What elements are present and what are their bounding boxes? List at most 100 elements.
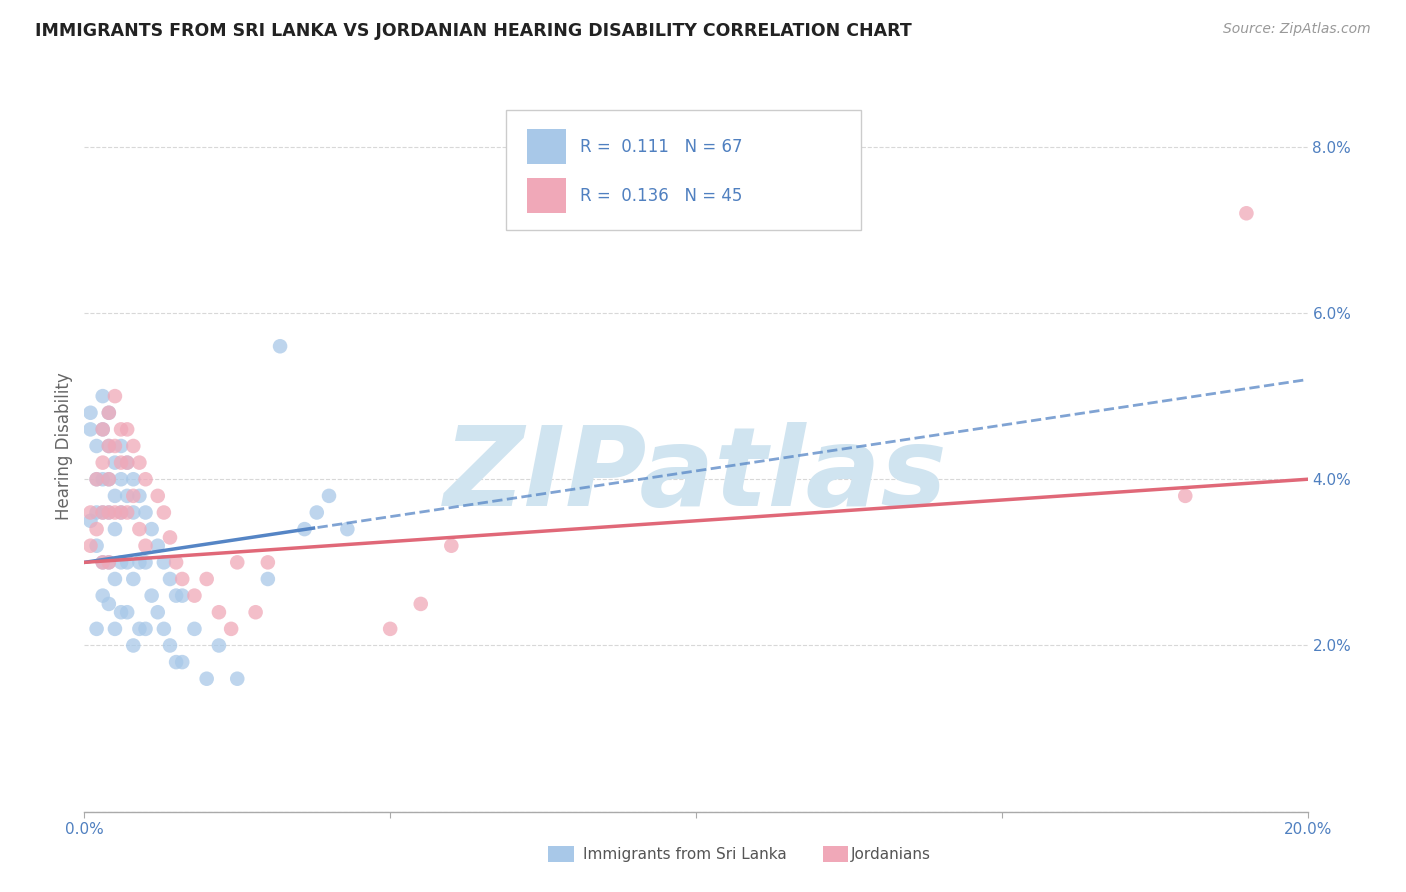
- Point: [183, 589, 205, 603]
- Point: [115, 489, 138, 503]
- Point: [115, 555, 138, 569]
- Point: [86, 622, 108, 636]
- Point: [226, 672, 249, 686]
- Point: [97, 506, 120, 520]
- Point: [110, 555, 132, 569]
- Point: [1236, 206, 1258, 220]
- Point: [86, 506, 108, 520]
- Point: [440, 539, 463, 553]
- Point: [128, 522, 150, 536]
- Point: [91, 555, 114, 569]
- Point: [257, 572, 280, 586]
- Point: [269, 339, 291, 353]
- Point: [122, 506, 145, 520]
- Point: [97, 555, 120, 569]
- Point: [141, 589, 163, 603]
- Point: [183, 622, 205, 636]
- Point: [122, 439, 145, 453]
- Point: [104, 439, 127, 453]
- Point: [208, 605, 231, 619]
- Point: [110, 605, 132, 619]
- Point: [172, 655, 194, 669]
- Point: [86, 439, 108, 453]
- Point: [115, 506, 138, 520]
- Point: [153, 506, 176, 520]
- Point: [146, 489, 169, 503]
- Point: [159, 572, 181, 586]
- Point: [104, 522, 127, 536]
- Point: [165, 589, 187, 603]
- Point: [1174, 489, 1197, 503]
- Point: [115, 456, 138, 470]
- Point: [135, 622, 157, 636]
- Point: [110, 422, 132, 436]
- Point: [115, 422, 138, 436]
- Point: [153, 555, 176, 569]
- Point: [104, 456, 127, 470]
- Point: [115, 605, 138, 619]
- Point: [91, 389, 114, 403]
- Point: [86, 539, 108, 553]
- Point: [128, 489, 150, 503]
- Point: [91, 422, 114, 436]
- Point: [97, 472, 120, 486]
- Point: [97, 406, 120, 420]
- Point: [165, 655, 187, 669]
- Point: [195, 672, 218, 686]
- Point: [128, 555, 150, 569]
- Point: [380, 622, 402, 636]
- Point: [122, 639, 145, 653]
- Point: [141, 522, 163, 536]
- Point: [165, 555, 187, 569]
- Point: [110, 506, 132, 520]
- FancyBboxPatch shape: [527, 129, 567, 164]
- Text: Jordanians: Jordanians: [851, 847, 931, 862]
- Point: [79, 539, 101, 553]
- Point: [97, 472, 120, 486]
- Text: IMMIGRANTS FROM SRI LANKA VS JORDANIAN HEARING DISABILITY CORRELATION CHART: IMMIGRANTS FROM SRI LANKA VS JORDANIAN H…: [35, 22, 912, 40]
- Point: [257, 555, 280, 569]
- Point: [86, 522, 108, 536]
- FancyBboxPatch shape: [506, 110, 860, 230]
- Point: [172, 589, 194, 603]
- Point: [305, 506, 328, 520]
- Point: [159, 530, 181, 544]
- Point: [91, 472, 114, 486]
- Point: [79, 406, 101, 420]
- Point: [110, 506, 132, 520]
- Point: [172, 572, 194, 586]
- Point: [86, 472, 108, 486]
- Text: Source: ZipAtlas.com: Source: ZipAtlas.com: [1223, 22, 1371, 37]
- Point: [97, 506, 120, 520]
- Point: [104, 622, 127, 636]
- Point: [97, 406, 120, 420]
- Point: [79, 506, 101, 520]
- Text: Immigrants from Sri Lanka: Immigrants from Sri Lanka: [583, 847, 787, 862]
- Point: [226, 555, 249, 569]
- Point: [195, 572, 218, 586]
- Point: [97, 597, 120, 611]
- Point: [110, 456, 132, 470]
- Point: [294, 522, 316, 536]
- Point: [219, 622, 242, 636]
- Point: [245, 605, 267, 619]
- Text: R =  0.136   N = 45: R = 0.136 N = 45: [579, 186, 742, 205]
- Point: [128, 456, 150, 470]
- Point: [79, 422, 101, 436]
- Point: [208, 639, 231, 653]
- Point: [318, 489, 340, 503]
- FancyBboxPatch shape: [527, 178, 567, 213]
- Point: [146, 605, 169, 619]
- Point: [128, 622, 150, 636]
- Point: [135, 506, 157, 520]
- Point: [110, 439, 132, 453]
- Point: [97, 439, 120, 453]
- Point: [97, 439, 120, 453]
- Point: [104, 389, 127, 403]
- Point: [104, 506, 127, 520]
- Point: [110, 472, 132, 486]
- Point: [159, 639, 181, 653]
- Point: [104, 489, 127, 503]
- Point: [79, 514, 101, 528]
- Point: [91, 589, 114, 603]
